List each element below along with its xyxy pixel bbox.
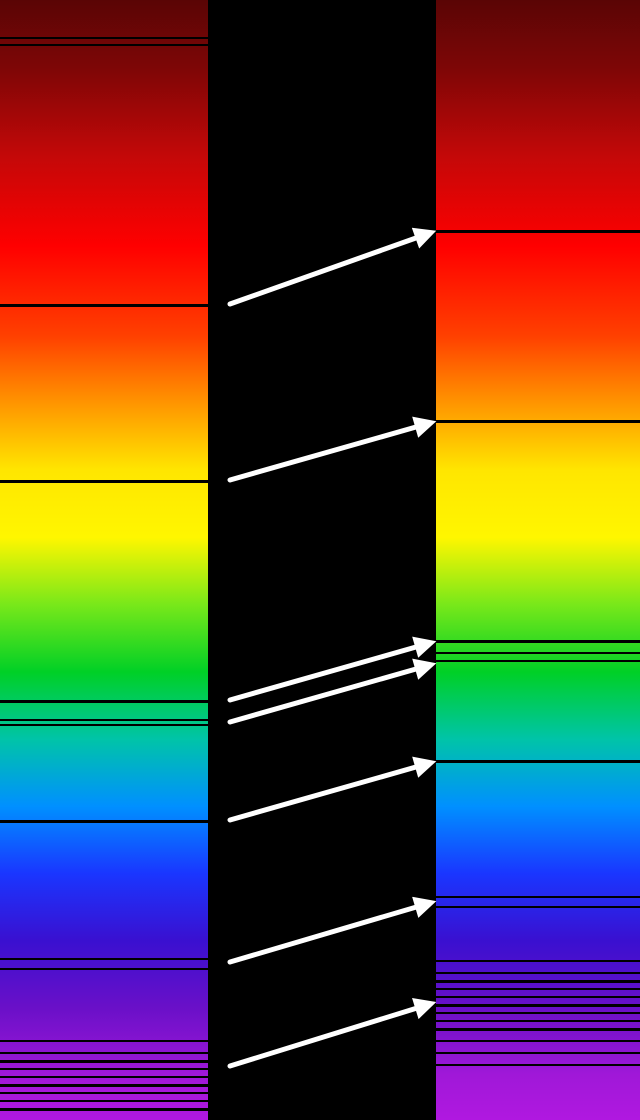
absorption-line: [0, 1060, 208, 1063]
absorption-line: [0, 719, 208, 721]
absorption-line: [0, 724, 208, 726]
absorption-line: [436, 640, 640, 643]
absorption-line: [436, 996, 640, 998]
absorption-line: [436, 1028, 640, 1031]
absorption-line: [0, 1052, 208, 1054]
absorption-line: [0, 1108, 208, 1111]
absorption-line: [436, 972, 640, 974]
absorption-line: [436, 1012, 640, 1014]
absorption-line: [0, 958, 208, 960]
absorption-line: [0, 1092, 208, 1094]
absorption-line: [436, 1040, 640, 1042]
absorption-line: [436, 1020, 640, 1022]
absorption-line: [0, 44, 208, 46]
absorption-line: [436, 1004, 640, 1007]
absorption-line: [0, 1076, 208, 1078]
absorption-line: [436, 230, 640, 233]
absorption-line: [436, 980, 640, 983]
absorption-line: [0, 480, 208, 483]
absorption-line: [436, 960, 640, 962]
absorption-line: [0, 968, 208, 970]
center-divider: [208, 0, 436, 1120]
absorption-line: [436, 760, 640, 763]
left-spectrum-panel: [0, 0, 208, 1120]
absorption-line: [436, 652, 640, 654]
absorption-line: [0, 304, 208, 307]
absorption-line: [0, 1040, 208, 1042]
absorption-line: [0, 820, 208, 823]
absorption-line: [0, 1068, 208, 1070]
absorption-line: [0, 700, 208, 703]
absorption-line: [436, 896, 640, 898]
absorption-line: [0, 1084, 208, 1087]
absorption-line: [436, 906, 640, 908]
absorption-line: [436, 988, 640, 990]
redshift-diagram: [0, 0, 640, 1120]
absorption-line: [436, 660, 640, 662]
absorption-line: [436, 420, 640, 423]
absorption-line: [436, 1052, 640, 1054]
absorption-line: [0, 1100, 208, 1102]
absorption-line: [0, 37, 208, 39]
right-spectrum-panel: [436, 0, 640, 1120]
absorption-line: [436, 1064, 640, 1066]
